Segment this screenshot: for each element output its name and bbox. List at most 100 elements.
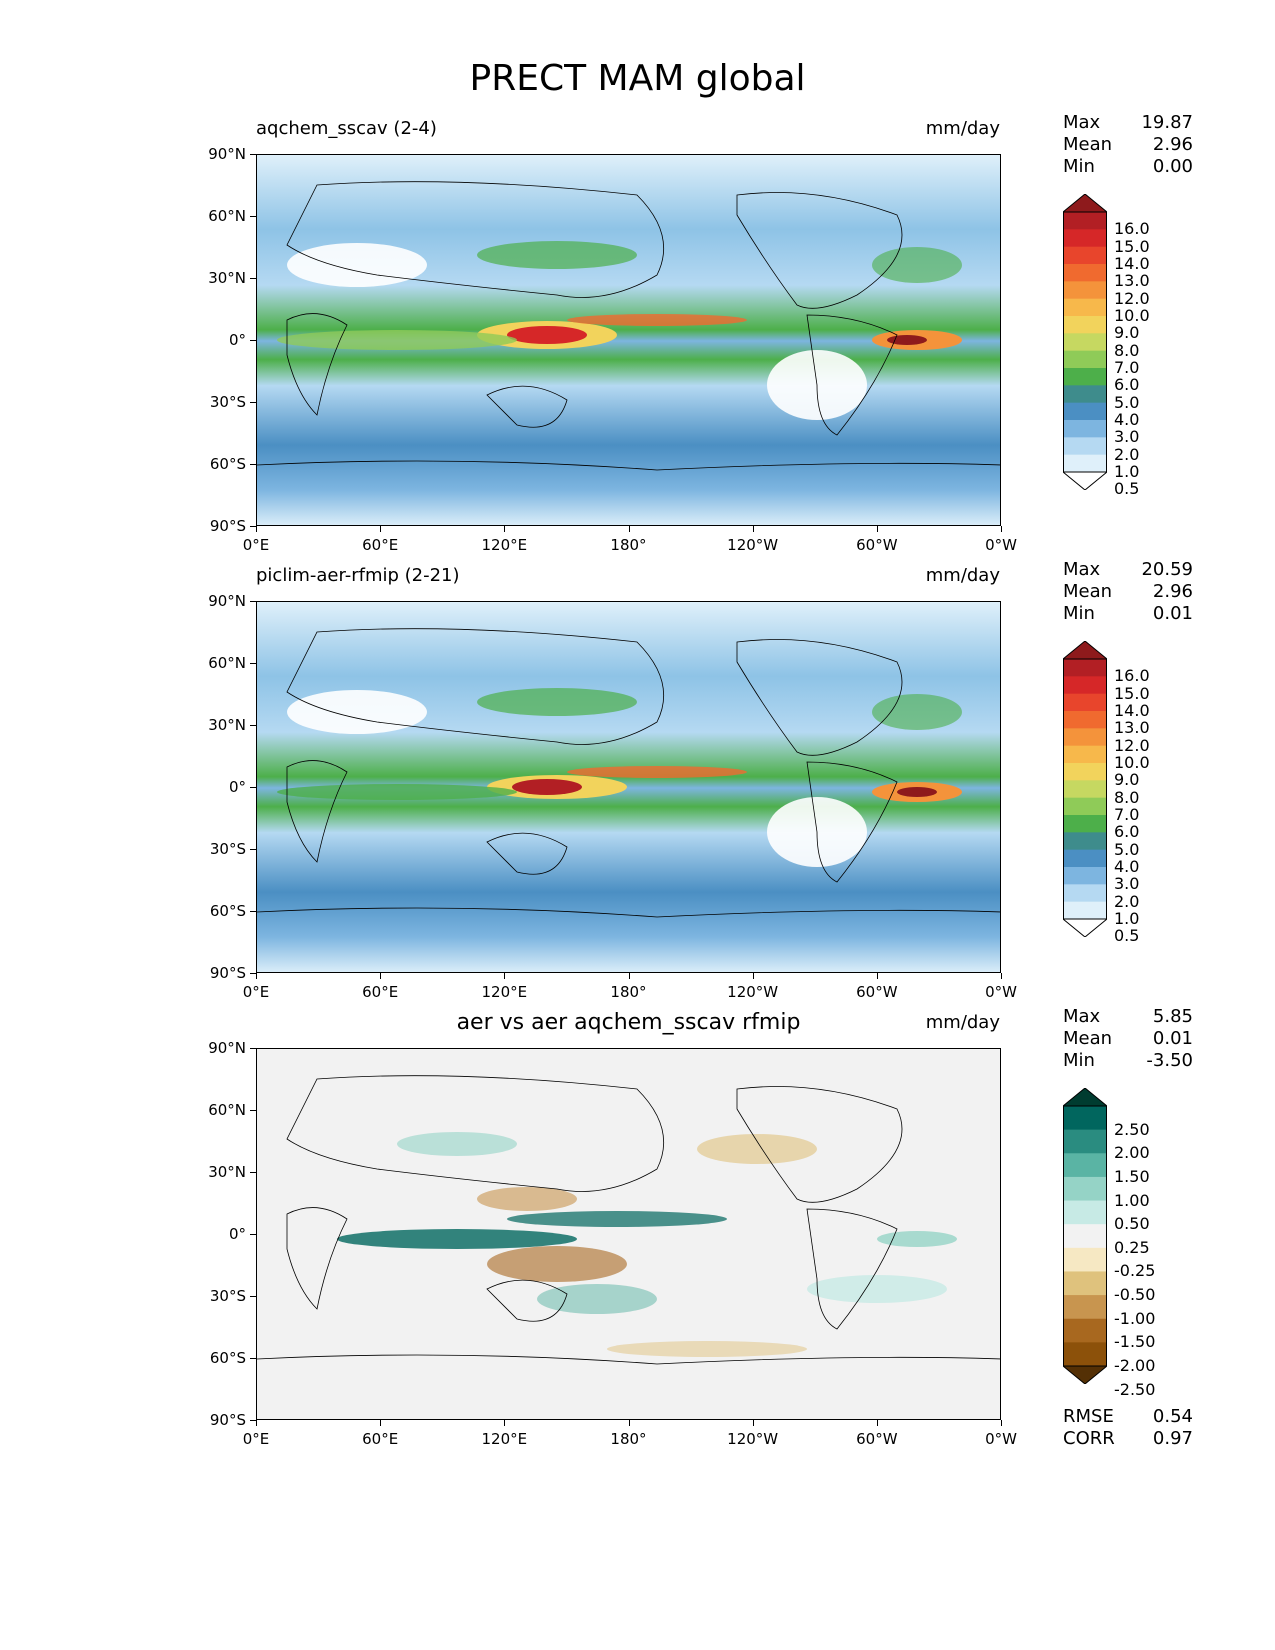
- stat-row: Max 19.87: [1063, 112, 1193, 134]
- lon-tick: [256, 1420, 257, 1426]
- colorbar-outline: [1063, 1105, 1107, 1367]
- lon-tick: [380, 526, 382, 532]
- panel-2-map-svg: [257, 602, 1000, 972]
- figure-title: PRECT MAM global: [469, 58, 806, 99]
- stat-label: Min: [1063, 1050, 1095, 1071]
- colorbar-outline: [1063, 658, 1107, 920]
- lat-label: 90°S: [209, 964, 246, 982]
- lat-tick: [250, 340, 256, 341]
- colorbar-label: 5.0: [1114, 839, 1140, 859]
- lat-label: 90°S: [209, 517, 246, 535]
- lat-tick: [250, 1172, 256, 1173]
- panel-stats: Max 20.59 Mean 2.96 Min 0.01: [1063, 559, 1193, 625]
- colorbar-label: 14.0: [1114, 701, 1150, 720]
- colorbar-label: 14.0: [1114, 254, 1150, 273]
- lon-tick: [256, 973, 257, 979]
- lon-label: 60°W: [856, 1430, 898, 1448]
- panel-2-title: piclim-aer-rfmip (2-21): [256, 565, 460, 586]
- colorbar-label: 12.0: [1114, 288, 1150, 308]
- colorbar-segment: [1063, 212, 1107, 230]
- lon-label: 0°W: [985, 536, 1017, 554]
- lat-label: 30°S: [209, 840, 246, 858]
- stat-label: Mean: [1063, 1028, 1113, 1049]
- colorbar-label: 7.0: [1114, 358, 1140, 377]
- lon-tick: [628, 526, 630, 532]
- lat-tick: [250, 663, 256, 664]
- colorbar-segment: [1063, 333, 1107, 352]
- lon-label: 180°: [610, 1430, 647, 1448]
- colorbar-label: 1.0: [1114, 462, 1140, 481]
- stat-label: Max: [1063, 1006, 1101, 1027]
- colorbar-label: 13.0: [1114, 718, 1150, 738]
- stat-value: -3.50: [1146, 1050, 1193, 1071]
- colorbar-label: 8.0: [1114, 340, 1140, 360]
- panel-3-units: mm/day: [925, 1012, 1000, 1033]
- colorbar-label: 10.0: [1114, 753, 1150, 772]
- colorbar-segment: [1063, 676, 1107, 695]
- colorbar-segment: [1063, 316, 1107, 334]
- colorbar-segment: [1063, 728, 1107, 747]
- lat-tick: [250, 1048, 256, 1049]
- colorbar-segment: [1063, 832, 1107, 851]
- lon-tick: [1001, 526, 1002, 532]
- lat-tick: [250, 402, 256, 403]
- lat-tick: [250, 526, 256, 527]
- lat-tick: [250, 911, 256, 912]
- panel-stats: Max 5.85 Mean 0.01 Min -3.50: [1063, 1006, 1193, 1072]
- lon-label: 120°E: [481, 536, 528, 554]
- stat-row: Mean 2.96: [1063, 581, 1193, 603]
- lat-label: 0°: [228, 331, 246, 349]
- lon-tick: [628, 973, 630, 979]
- colorbar-label: 15.0: [1114, 236, 1150, 256]
- lat-tick: [250, 278, 256, 279]
- colorbar-segment: [1063, 454, 1107, 473]
- colorbar-segment: [1063, 1106, 1107, 1131]
- lon-label: 120°W: [727, 983, 779, 1001]
- colorbar-segment: [1063, 350, 1107, 369]
- lon-tick: [380, 1420, 382, 1426]
- colorbar: [1063, 1088, 1107, 1384]
- stat-value: 0.01: [1152, 1028, 1193, 1049]
- lat-label: 60°N: [208, 207, 246, 225]
- colorbar-label: -1.00: [1114, 1308, 1156, 1328]
- lon-label: 0°W: [985, 983, 1017, 1001]
- stat-row: Max 20.59: [1063, 559, 1193, 581]
- lat-label: 30°S: [209, 393, 246, 411]
- lat-tick: [250, 1420, 256, 1421]
- colorbar-label: 3.0: [1114, 874, 1140, 894]
- lon-tick: [504, 973, 506, 979]
- lon-label: 180°: [610, 983, 647, 1001]
- colorbar-label: 8.0: [1114, 787, 1140, 807]
- colorbar-label: 7.0: [1114, 805, 1140, 824]
- panel-3: aer vs aer aqchem_sscav rfmip mm/day 90°…: [0, 894, 1275, 1449]
- colorbar-segment: [1063, 385, 1107, 404]
- colorbar-label: -0.50: [1114, 1285, 1156, 1305]
- panel-1-map: [256, 154, 1001, 526]
- lat-tick: [250, 973, 256, 974]
- colorbar-segment: [1063, 281, 1107, 300]
- footer-value: 0.54: [1152, 1406, 1193, 1427]
- lat-tick: [250, 154, 256, 155]
- colorbar-label: -1.50: [1114, 1332, 1156, 1352]
- colorbar-label: 1.00: [1114, 1190, 1150, 1210]
- stat-label: Min: [1063, 156, 1095, 177]
- colorbar-label: 3.0: [1114, 427, 1140, 447]
- lat-label: 30°N: [208, 1163, 246, 1181]
- lon-label: 0°E: [242, 536, 270, 554]
- colorbar-segment: [1063, 849, 1107, 868]
- panel-3-map-svg: [257, 1049, 1000, 1419]
- lat-label: 90°N: [208, 1039, 246, 1057]
- lat-label: 60°S: [209, 1349, 246, 1367]
- colorbar-segment: [1063, 780, 1107, 799]
- lon-tick: [1001, 1420, 1002, 1426]
- footer-row: RMSE 0.54: [1063, 1406, 1193, 1428]
- colorbar-outline: [1063, 211, 1107, 473]
- colorbar-label: 2.0: [1114, 891, 1140, 911]
- colorbar-label: 2.0: [1114, 444, 1140, 464]
- panel-2-map: [256, 601, 1001, 973]
- colorbar-extend-min: [1063, 1365, 1107, 1384]
- colorbar-label: 5.0: [1114, 392, 1140, 412]
- colorbar-label: 6.0: [1114, 822, 1140, 842]
- colorbar-label: 16.0: [1114, 219, 1150, 239]
- colorbar-segment: [1063, 797, 1107, 816]
